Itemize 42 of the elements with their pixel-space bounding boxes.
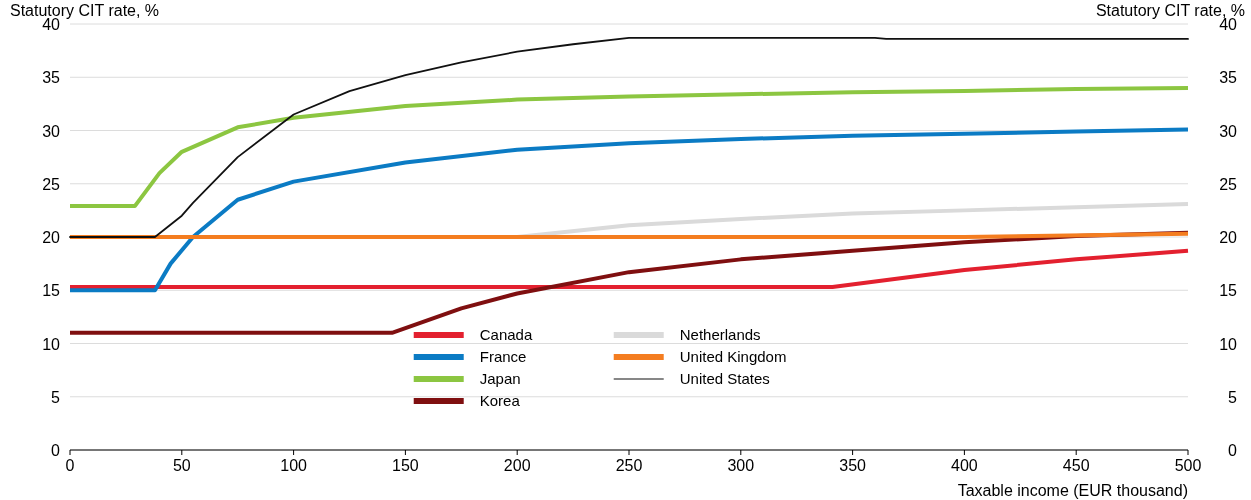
x-tick-label: 0: [65, 457, 75, 474]
x-axis-title: Taxable income (EUR thousand): [957, 482, 1188, 499]
legend-label: Netherlands: [679, 325, 761, 343]
y2-tick-label: 5: [1228, 388, 1238, 406]
x-tick-label: 250: [615, 457, 643, 474]
x-tick-label: 150: [392, 457, 419, 474]
line-series: [68, 248, 1190, 290]
y-tick-label: 0: [51, 442, 61, 459]
y-axis-title: Statutory CIT rate, %: [10, 2, 160, 19]
legend-label: United Kingdom: [679, 347, 787, 365]
y2-axis-title: Statutory CIT rate, %: [1095, 2, 1245, 19]
legend-label: France: [479, 347, 527, 365]
y-tick-label: 15: [42, 282, 61, 300]
line-series: [68, 85, 1190, 209]
legend-label: United States: [679, 369, 770, 387]
y2-tick-label: 15: [1219, 282, 1238, 300]
x-tick-label: 300: [727, 457, 755, 474]
x-tick-label: 100: [280, 457, 308, 474]
y2-tick-label: 25: [1219, 175, 1238, 193]
y-tick-label: 25: [42, 175, 61, 193]
y-tick-label: 30: [42, 122, 61, 140]
x-tick-label: 450: [1062, 457, 1090, 474]
y2-tick-label: 20: [1219, 229, 1238, 246]
legend-label: Japan: [479, 369, 521, 387]
y2-tick-label: 30: [1219, 122, 1238, 140]
y-tick-label: 10: [42, 335, 61, 353]
y2-tick-label: 10: [1219, 335, 1238, 353]
x-tick-label: 50: [172, 457, 191, 474]
line-series: [69, 36, 1189, 238]
y2-tick-label: 35: [1219, 69, 1238, 87]
legend-label: Korea: [479, 391, 521, 409]
line-series: [68, 127, 1190, 293]
y2-tick-label: 0: [1228, 442, 1238, 459]
x-tick-label: 400: [951, 457, 978, 474]
x-tick-label: 500: [1174, 457, 1202, 474]
y-tick-label: 35: [42, 69, 61, 87]
x-tick-label: 350: [839, 457, 867, 474]
legend-label: Canada: [479, 325, 533, 343]
y-tick-label: 40: [42, 16, 61, 33]
y-tick-label: 20: [42, 229, 61, 246]
y-tick-label: 5: [51, 388, 61, 406]
x-tick-label: 200: [503, 457, 531, 474]
